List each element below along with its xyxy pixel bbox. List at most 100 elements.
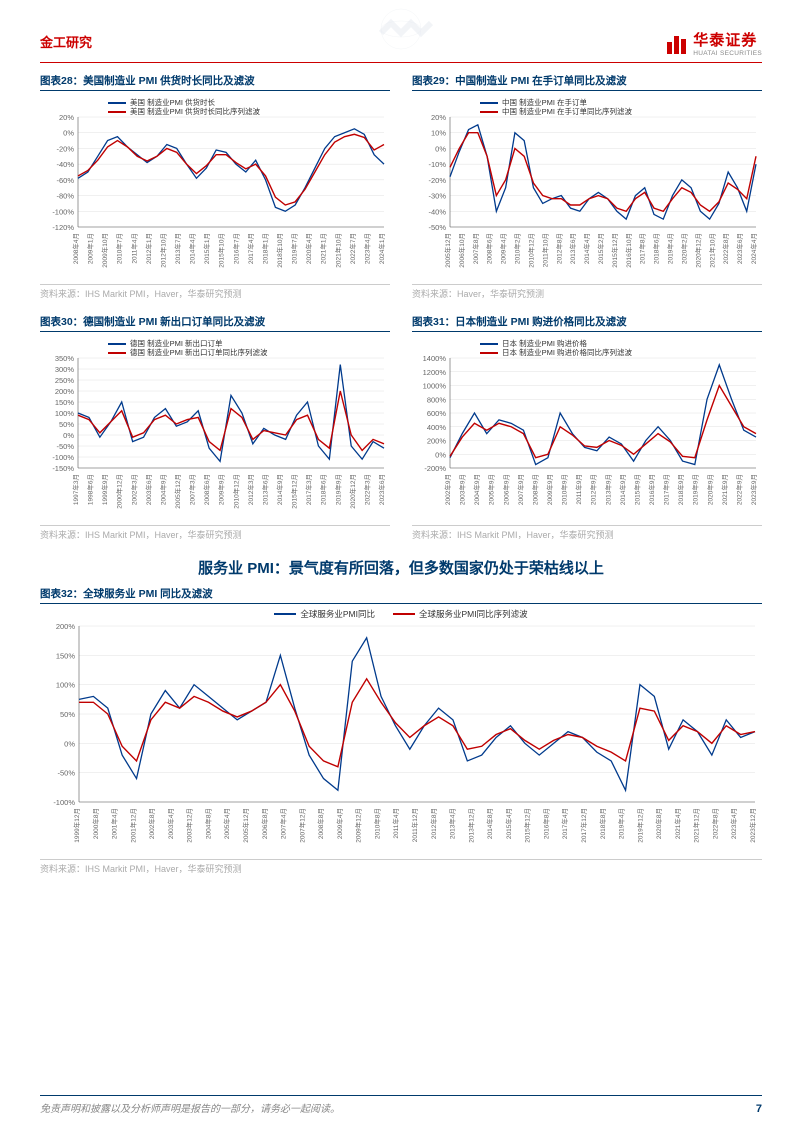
svg-text:2014年9月: 2014年9月: [618, 474, 627, 505]
svg-text:2022年7月: 2022年7月: [348, 233, 357, 264]
svg-text:10%: 10%: [431, 129, 446, 138]
svg-text:2006年10月: 2006年10月: [457, 233, 466, 268]
svg-text:2019年4月: 2019年4月: [617, 808, 626, 839]
svg-text:2017年9月: 2017年9月: [662, 474, 671, 505]
svg-text:-150%: -150%: [52, 464, 74, 473]
svg-text:1997年3月: 1997年3月: [71, 474, 80, 505]
svg-text:2011年12月: 2011年12月: [410, 808, 419, 842]
svg-text:20%: 20%: [431, 113, 446, 122]
svg-text:2004年8月: 2004年8月: [203, 808, 212, 839]
svg-text:2005年9月: 2005年9月: [487, 474, 496, 505]
svg-text:2005年12月: 2005年12月: [241, 808, 250, 843]
svg-text:200%: 200%: [56, 622, 76, 631]
svg-text:100%: 100%: [56, 681, 76, 690]
svg-text:2023年6月: 2023年6月: [377, 474, 386, 505]
svg-text:2010年8月: 2010年8月: [372, 808, 381, 839]
svg-text:1200%: 1200%: [423, 368, 447, 377]
svg-text:德国 制造业PMI 新出口订单同比序列滤波: 德国 制造业PMI 新出口订单同比序列滤波: [130, 347, 268, 357]
legend-red: [393, 613, 415, 615]
page-number: 7: [756, 1103, 762, 1115]
svg-text:300%: 300%: [55, 365, 75, 374]
svg-text:-40%: -40%: [428, 207, 446, 216]
svg-text:2019年7月: 2019年7月: [290, 233, 299, 264]
svg-text:2022年3月: 2022年3月: [362, 474, 371, 505]
svg-text:2021年10月: 2021年10月: [707, 233, 716, 268]
svg-text:2015年12月: 2015年12月: [610, 233, 619, 268]
chart32-legend: 全球服务业PMI同比 全球服务业PMI同比序列滤波: [40, 608, 762, 620]
svg-text:2023年12月: 2023年12月: [748, 808, 757, 843]
svg-text:-100%: -100%: [53, 798, 75, 807]
svg-text:2018年9月: 2018年9月: [676, 474, 685, 505]
chart29: 中国 制造业PMI 在手订单中国 制造业PMI 在手订单同比序列滤波-50%-4…: [412, 95, 762, 277]
svg-text:2018年6月: 2018年6月: [319, 474, 328, 505]
svg-text:德国 制造业PMI 新出口订单: 德国 制造业PMI 新出口订单: [130, 338, 223, 348]
svg-text:2008年9月: 2008年9月: [530, 474, 539, 505]
svg-text:2013年6月: 2013年6月: [260, 474, 269, 505]
brand-name-cn: 华泰证券: [693, 33, 762, 50]
svg-text:800%: 800%: [427, 395, 447, 404]
svg-text:2008年6月: 2008年6月: [202, 474, 211, 505]
svg-text:-100%: -100%: [52, 453, 74, 462]
svg-text:2010年7月: 2010年7月: [115, 233, 124, 264]
svg-text:2000年12月: 2000年12月: [115, 474, 124, 509]
svg-text:2005年12月: 2005年12月: [173, 474, 182, 509]
svg-text:1998年6月: 1998年6月: [86, 474, 95, 505]
svg-text:2017年8月: 2017年8月: [638, 233, 647, 264]
chart28: 美国 制造业PMI 供货时长美国 制造业PMI 供货时长同比序列滤波-120%-…: [40, 95, 390, 277]
svg-text:-40%: -40%: [56, 160, 74, 169]
svg-text:150%: 150%: [55, 398, 75, 407]
svg-text:2015年2月: 2015年2月: [596, 233, 605, 264]
svg-text:2016年9月: 2016年9月: [647, 474, 656, 505]
svg-text:2012年1月: 2012年1月: [144, 233, 153, 264]
svg-text:2009年4月: 2009年4月: [335, 808, 344, 839]
svg-text:2019年4月: 2019年4月: [666, 233, 675, 264]
svg-text:-50%: -50%: [56, 442, 74, 451]
svg-text:-50%: -50%: [428, 223, 446, 232]
svg-text:2023年4月: 2023年4月: [729, 808, 738, 839]
svg-text:2014年4月: 2014年4月: [188, 233, 197, 264]
svg-text:2012年8月: 2012年8月: [429, 808, 438, 839]
svg-text:2004年9月: 2004年9月: [158, 474, 167, 505]
svg-text:2021年12月: 2021年12月: [692, 808, 701, 843]
svg-text:1000%: 1000%: [423, 382, 447, 391]
svg-text:2014年8月: 2014年8月: [485, 808, 494, 839]
svg-text:400%: 400%: [427, 423, 447, 432]
svg-text:2010年12月: 2010年12月: [231, 474, 240, 509]
svg-text:2018年10月: 2018年10月: [275, 233, 284, 268]
svg-text:2013年4月: 2013年4月: [448, 808, 457, 839]
chart28-title: 图表28：美国制造业 PMI 供货时长同比及滤波: [40, 73, 390, 91]
svg-text:2010年9月: 2010年9月: [560, 474, 569, 505]
svg-text:600%: 600%: [427, 409, 447, 418]
svg-text:2013年7月: 2013年7月: [173, 233, 182, 264]
svg-text:2012年8月: 2012年8月: [554, 233, 563, 264]
svg-text:2006年9月: 2006年9月: [501, 474, 510, 505]
svg-text:2019年9月: 2019年9月: [691, 474, 700, 505]
svg-text:2009年1月: 2009年1月: [86, 233, 95, 264]
chart28-source: 资料来源：IHS Markit PMI，Haver，华泰研究预测: [40, 284, 390, 300]
svg-text:-10%: -10%: [428, 160, 446, 169]
svg-text:2007年4月: 2007年4月: [279, 808, 288, 839]
svg-text:-80%: -80%: [56, 192, 74, 201]
svg-text:2018年6月: 2018年6月: [652, 233, 661, 264]
chart30: 德国 制造业PMI 新出口订单德国 制造业PMI 新出口订单同比序列滤波 -150…: [40, 336, 390, 518]
svg-text:2024年4月: 2024年4月: [749, 233, 758, 264]
svg-text:250%: 250%: [55, 376, 75, 385]
svg-text:2009年12月: 2009年12月: [354, 808, 363, 843]
svg-text:2021年1月: 2021年1月: [319, 233, 328, 264]
svg-text:2002年8月: 2002年8月: [147, 808, 156, 839]
brand-name-en: HUATAI SECURITIES: [693, 50, 762, 57]
svg-text:2007年3月: 2007年3月: [188, 474, 197, 505]
svg-text:2015年9月: 2015年9月: [632, 474, 641, 505]
svg-text:2017年12月: 2017年12月: [579, 808, 588, 843]
svg-text:2000年8月: 2000年8月: [91, 808, 100, 839]
chart31: 日本 制造业PMI 购进价格日本 制造业PMI 购进价格同比序列滤波-200%0…: [412, 336, 762, 518]
svg-text:1999年12月: 1999年12月: [72, 808, 81, 843]
svg-text:2019年9月: 2019年9月: [333, 474, 342, 505]
svg-text:2001年4月: 2001年4月: [110, 808, 119, 839]
svg-text:2012年3月: 2012年3月: [246, 474, 255, 505]
svg-text:2013年9月: 2013年9月: [603, 474, 612, 505]
svg-text:2012年10月: 2012年10月: [158, 233, 167, 268]
svg-text:2015年12月: 2015年12月: [523, 808, 532, 843]
svg-text:50%: 50%: [60, 710, 75, 719]
svg-text:2012年9月: 2012年9月: [589, 474, 598, 505]
